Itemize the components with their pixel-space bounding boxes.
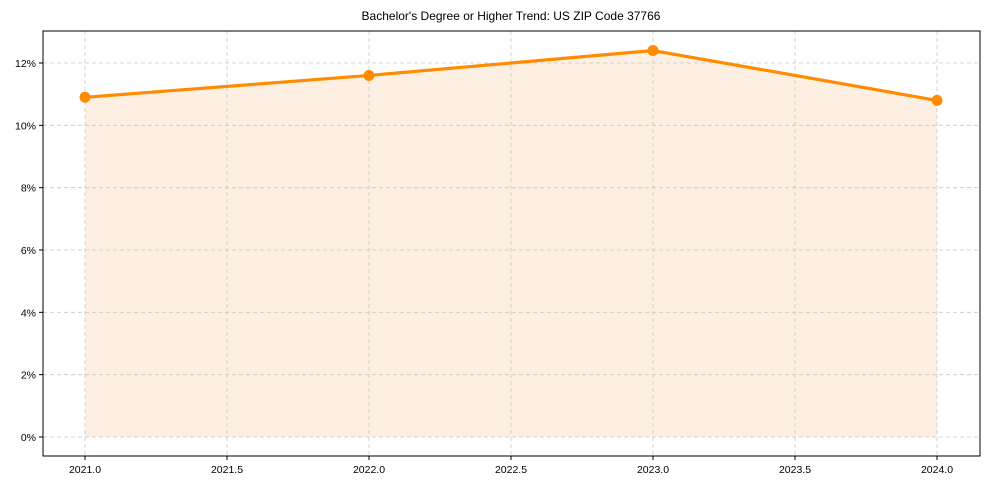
plot-area bbox=[42, 30, 981, 457]
data-point-marker bbox=[931, 94, 943, 106]
x-axis: 2021.0 2021.5 2022.0 2022.5 2023.0 2023.5 2024… bbox=[69, 456, 953, 476]
x-tick-label: 2023.5 bbox=[779, 464, 811, 476]
series-line bbox=[84, 48, 938, 102]
y-tick-label: 6% bbox=[21, 245, 36, 257]
y-tick-label: 0% bbox=[21, 432, 36, 444]
data-markers bbox=[79, 45, 943, 106]
x-tick-label: 2023.0 bbox=[637, 464, 669, 476]
x-tick-label: 2024.0 bbox=[921, 464, 953, 476]
y-tick-label: 12% bbox=[15, 58, 36, 70]
y-axis: 0% 2% 4% 6% 8% 10% 12% bbox=[15, 58, 43, 444]
data-series-line bbox=[84, 48, 938, 102]
data-point-marker bbox=[79, 91, 91, 103]
data-point-marker bbox=[647, 45, 659, 57]
y-tick-label: 4% bbox=[21, 307, 36, 319]
chart-title: Bachelor's Degree or Higher Trend: US ZI… bbox=[362, 9, 661, 23]
y-tick-label: 10% bbox=[15, 120, 36, 132]
x-tick-label: 2021.5 bbox=[211, 464, 243, 476]
y-tick-label: 2% bbox=[21, 370, 36, 382]
x-tick-label: 2022.0 bbox=[353, 464, 385, 476]
gridlines bbox=[43, 31, 980, 456]
x-tick-label: 2022.5 bbox=[495, 464, 527, 476]
x-tick-label: 2021.0 bbox=[69, 464, 101, 476]
y-tick-label: 8% bbox=[21, 183, 36, 195]
data-point-marker bbox=[363, 69, 375, 81]
